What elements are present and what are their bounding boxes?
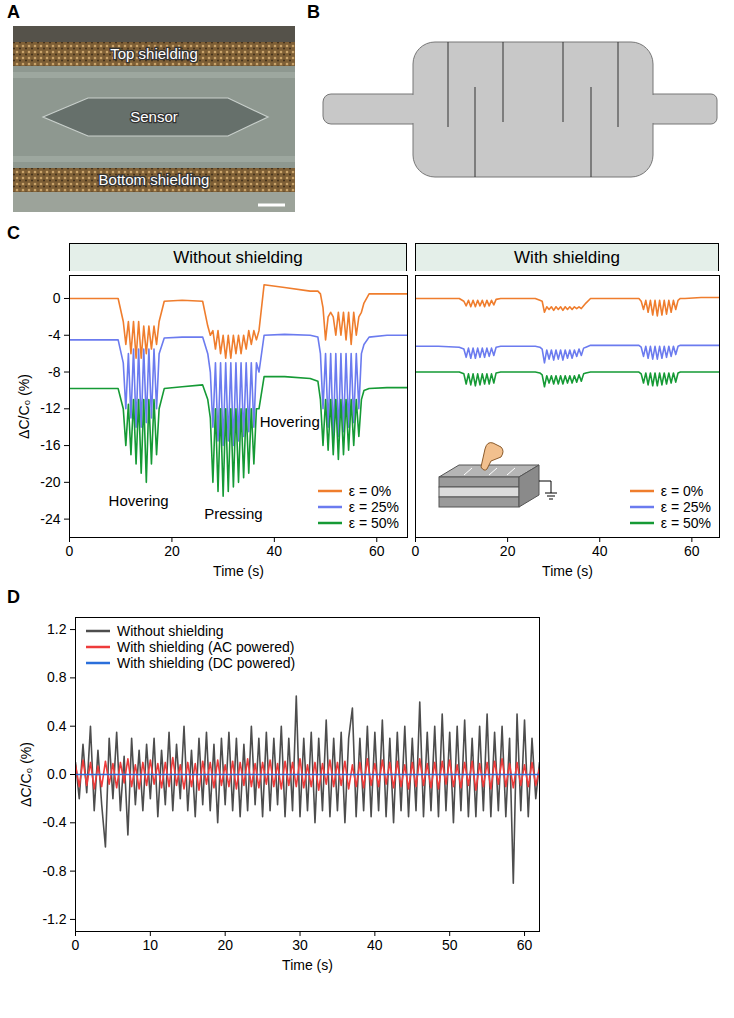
- svg-text:60: 60: [684, 543, 700, 559]
- html-text:ε = 25%: ε = 25%: [348, 498, 399, 515]
- html-text:ε = 50%: ε = 50%: [348, 514, 399, 531]
- svg-text:10: 10: [143, 937, 159, 953]
- html-text:With shielding (DC powered): With shielding (DC powered): [117, 654, 296, 671]
- svg-text:60: 60: [517, 937, 533, 953]
- svg-text:-8: -8: [48, 364, 61, 380]
- svg-text:Hovering: Hovering: [109, 492, 169, 509]
- html-text:Without shielding: Without shielding: [117, 622, 224, 639]
- svg-text:20: 20: [217, 937, 233, 953]
- html-text:D: D: [7, 587, 20, 607]
- svg-text:40: 40: [267, 543, 283, 559]
- svg-text:-4: -4: [48, 327, 61, 343]
- svg-text:1.2: 1.2: [47, 621, 67, 637]
- html-text:ε = 0%: ε = 0%: [348, 482, 392, 499]
- svg-text:Sensor: Sensor: [130, 108, 178, 125]
- svg-text:-24: -24: [40, 511, 60, 527]
- svg-text:-1.2: -1.2: [42, 911, 66, 927]
- svg-text:ΔC/C₀ (%): ΔC/C₀ (%): [18, 742, 34, 807]
- svg-text:0: 0: [66, 543, 74, 559]
- svg-text:0: 0: [412, 543, 420, 559]
- svg-text:Pressing: Pressing: [204, 505, 262, 522]
- svg-text:Bottom shielding: Bottom shielding: [99, 171, 210, 188]
- html-text:ε = 25%: ε = 25%: [660, 498, 711, 515]
- svg-text:20: 20: [500, 543, 516, 559]
- svg-text:0: 0: [72, 937, 80, 953]
- svg-text:20: 20: [164, 543, 180, 559]
- svg-text:-0.8: -0.8: [42, 863, 66, 879]
- html-text:ε = 0%: ε = 0%: [660, 482, 704, 499]
- svg-text:0.4: 0.4: [47, 718, 67, 734]
- svg-text:40: 40: [367, 937, 383, 953]
- html-text:With shielding: With shielding: [514, 248, 620, 267]
- svg-text:Hovering: Hovering: [260, 413, 320, 430]
- svg-text:-20: -20: [40, 474, 60, 490]
- svg-text:Time (s): Time (s): [542, 563, 593, 579]
- svg-text:-12: -12: [40, 400, 60, 416]
- svg-text:40: 40: [592, 543, 608, 559]
- svg-text:A: A: [7, 2, 20, 22]
- svg-text:50: 50: [442, 937, 458, 953]
- svg-text:Time (s): Time (s): [213, 563, 264, 579]
- svg-text:30: 30: [292, 937, 308, 953]
- svg-text:0: 0: [53, 290, 61, 306]
- html-text:ε = 50%: ε = 50%: [660, 514, 711, 531]
- html-text:C: C: [7, 223, 20, 243]
- svg-text:Time (s): Time (s): [282, 957, 333, 973]
- html-text:With shielding (AC powered): With shielding (AC powered): [117, 638, 295, 655]
- svg-text:60: 60: [369, 543, 385, 559]
- svg-text:-16: -16: [40, 437, 60, 453]
- svg-text:B: B: [307, 2, 320, 22]
- svg-text:0.0: 0.0: [47, 766, 67, 782]
- html-text:Without shielding: Without shielding: [173, 248, 303, 267]
- svg-text:-0.4: -0.4: [42, 814, 66, 830]
- svg-text:Top shielding: Top shielding: [110, 45, 198, 62]
- svg-text:ΔC/C₀ (%): ΔC/C₀ (%): [16, 374, 32, 439]
- svg-text:0.8: 0.8: [47, 669, 67, 685]
